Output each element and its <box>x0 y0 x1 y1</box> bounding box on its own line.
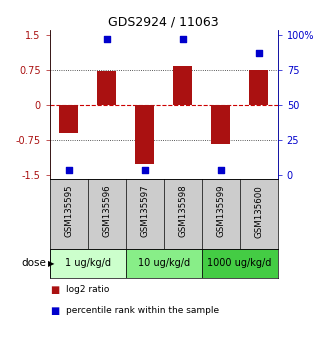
Title: GDS2924 / 11063: GDS2924 / 11063 <box>108 16 219 29</box>
Point <box>180 36 185 42</box>
Text: log2 ratio: log2 ratio <box>66 285 109 294</box>
Point <box>104 36 109 42</box>
Point <box>142 167 147 173</box>
Bar <box>249 70 268 105</box>
Text: ■: ■ <box>50 285 59 295</box>
Text: 1 ug/kg/d: 1 ug/kg/d <box>65 258 111 268</box>
Bar <box>97 71 116 105</box>
Text: GSM135597: GSM135597 <box>140 185 149 238</box>
Bar <box>135 105 154 164</box>
Text: ▶: ▶ <box>48 259 55 268</box>
Text: GSM135596: GSM135596 <box>102 185 111 238</box>
Point <box>66 167 71 173</box>
Text: GSM135599: GSM135599 <box>216 185 225 237</box>
Bar <box>59 105 78 133</box>
Text: ■: ■ <box>50 306 59 316</box>
Text: 10 ug/kg/d: 10 ug/kg/d <box>138 258 190 268</box>
Bar <box>202 249 278 278</box>
Bar <box>211 105 230 144</box>
Bar <box>126 249 202 278</box>
Text: GSM135595: GSM135595 <box>64 185 73 238</box>
Bar <box>50 249 126 278</box>
Bar <box>173 67 192 105</box>
Text: dose: dose <box>22 258 47 268</box>
Text: GSM135598: GSM135598 <box>178 185 187 238</box>
Point <box>218 167 223 173</box>
Text: 1000 ug/kg/d: 1000 ug/kg/d <box>207 258 272 268</box>
Text: GSM135600: GSM135600 <box>254 185 263 238</box>
Text: percentile rank within the sample: percentile rank within the sample <box>66 306 219 315</box>
Point <box>256 50 261 56</box>
